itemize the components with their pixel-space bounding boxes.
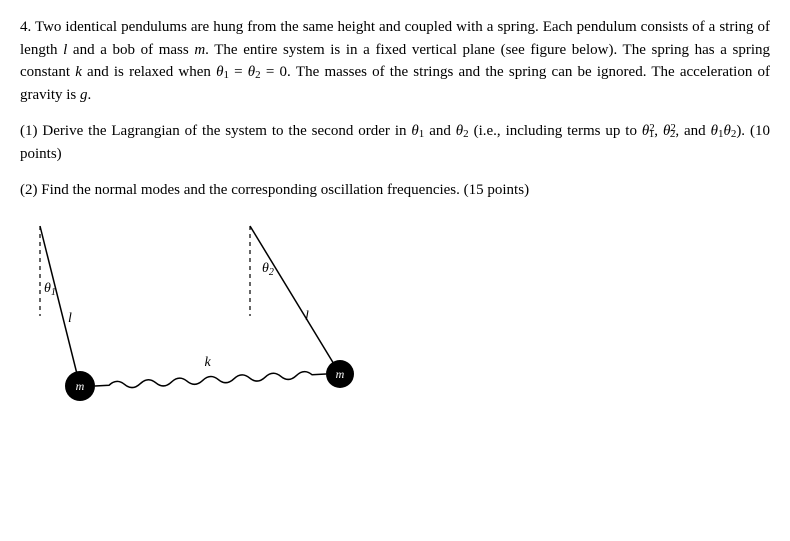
sym-g: g: [80, 87, 88, 103]
problem-intro: 4. Two identical pendulums are hung from…: [20, 16, 770, 106]
part1-seg4: ,: [654, 123, 663, 139]
part-1: (1) Derive the Lagrangian of the system …: [20, 120, 770, 165]
svg-text:m: m: [76, 379, 85, 393]
sym-m: m: [194, 42, 205, 58]
pendulum-figure: θ1θ2llkmm: [20, 216, 770, 424]
part-2: (2) Find the normal modes and the corres…: [20, 179, 770, 202]
intro-seg-1: and a bob of mass: [67, 42, 194, 58]
part1-seg2: and: [424, 123, 456, 139]
svg-text:l: l: [305, 309, 309, 324]
part1-seg5: , and: [675, 123, 710, 139]
svg-text:k: k: [205, 355, 212, 370]
svg-text:l: l: [68, 311, 72, 326]
intro-seg-4: =: [229, 64, 248, 80]
sym-k: k: [75, 64, 82, 80]
part2-text: Find the normal modes and the correspond…: [41, 182, 529, 198]
part1-seg1: Derive the Lagrangian of the system to t…: [42, 123, 411, 139]
p1-theta12a: θ: [711, 123, 718, 139]
p1-theta1: θ: [411, 123, 418, 139]
problem-number: 4.: [20, 19, 31, 35]
intro-seg-3: and is relaxed when: [82, 64, 216, 80]
part2-label: (2): [20, 182, 38, 198]
intro-seg-6: .: [88, 87, 92, 103]
p1-theta12b: θ: [723, 123, 730, 139]
part1-seg3: (i.e., including terms up to: [469, 123, 642, 139]
svg-text:m: m: [336, 367, 345, 381]
part1-label: (1): [20, 123, 38, 139]
